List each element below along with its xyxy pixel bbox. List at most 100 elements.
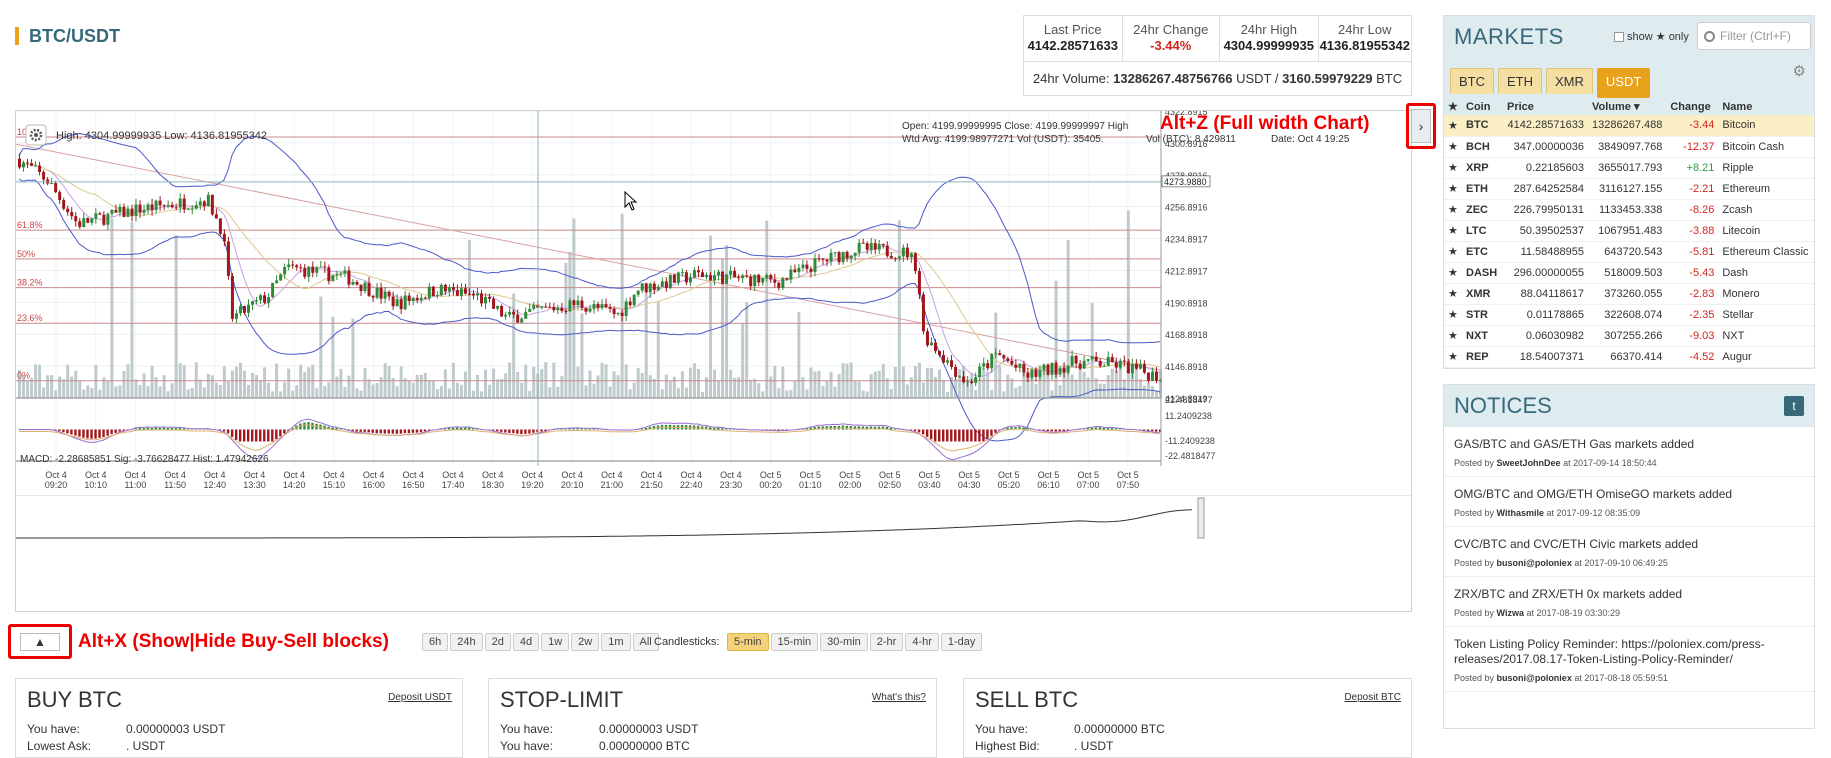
market-row[interactable]: ★ XRP 0.22185603 3655017.793 +8.21 Ripple — [1444, 157, 1814, 179]
star-icon[interactable]: ★ — [1444, 325, 1462, 347]
star-icon[interactable]: ★ — [1444, 283, 1462, 305]
toggle-buy-sell-button[interactable]: ▲ — [8, 624, 72, 659]
notice-author[interactable]: busoni@poloniex — [1496, 558, 1572, 568]
macd-histogram-bar — [1154, 429, 1158, 432]
sell-you-have-value[interactable]: 0.00000000 BTC — [1074, 722, 1165, 736]
notice-text[interactable]: OMG/BTC and OMG/ETH OmiseGO markets adde… — [1454, 487, 1733, 501]
range-1w[interactable]: 1w — [541, 633, 570, 651]
candle — [1046, 363, 1050, 376]
tab-usdt[interactable]: USDT — [1596, 68, 1651, 98]
buy-you-have-value[interactable]: 0.00000003 USDT — [126, 722, 226, 736]
star-icon[interactable]: ★ — [1444, 157, 1462, 179]
star-col-header[interactable]: ★ — [1444, 98, 1462, 115]
macd-histogram-bar — [705, 426, 708, 430]
full-width-chart-button[interactable]: › — [1406, 103, 1436, 149]
volume-bar — [166, 391, 170, 398]
market-row[interactable]: ★ BTC 4142.28571633 13286267.488 -3.44 Bitcoi… — [1444, 115, 1814, 137]
deposit-btc-link[interactable]: Deposit BTC — [1344, 692, 1401, 703]
tab-eth[interactable]: ETH — [1498, 68, 1542, 94]
candle-15min[interactable]: 15-min — [770, 633, 819, 651]
market-row[interactable]: ★ XMR 88.04118617 373260.055 -2.83 Monero — [1444, 283, 1814, 305]
candle-1day[interactable]: 1-day — [940, 633, 983, 651]
deposit-usdt-link[interactable]: Deposit USDT — [388, 692, 452, 703]
volume-bar — [62, 379, 66, 398]
notice-text[interactable]: CVC/BTC and CVC/ETH Civic markets added — [1454, 537, 1699, 551]
tab-xmr[interactable]: XMR — [1546, 68, 1593, 94]
market-row[interactable]: ★ STR 0.01178865 322608.074 -2.35 Stellar — [1444, 304, 1814, 326]
market-row[interactable]: ★ ETH 287.64252584 3116127.155 -2.21 Ethereum — [1444, 178, 1814, 200]
macd-histogram-bar — [247, 429, 250, 442]
candle — [765, 273, 769, 282]
filter-input[interactable]: Filter (Ctrl+F) — [1697, 22, 1811, 50]
time-tick-hour: 22:40 — [680, 480, 703, 490]
highest-bid-value[interactable]: . USDT — [1074, 739, 1114, 753]
stop-you-have-value[interactable]: 0.00000003 USDT — [599, 722, 699, 736]
chart-settings-icon[interactable] — [25, 124, 47, 146]
star-icon[interactable]: ★ — [1444, 199, 1462, 221]
lowest-ask-value[interactable]: . USDT — [126, 739, 166, 753]
lowest-ask-label: Lowest Ask: — [27, 739, 92, 753]
notice-text[interactable]: Token Listing Policy Reminder: https://p… — [1454, 637, 1765, 666]
candle — [946, 357, 950, 366]
market-row[interactable]: ★ DASH 296.00000055 518009.503 -5.43 Dash — [1444, 262, 1814, 284]
candle — [198, 197, 202, 210]
range-all[interactable]: All — [632, 633, 659, 651]
col-coin[interactable]: Coin — [1462, 98, 1503, 115]
macd-histogram-bar — [291, 428, 294, 430]
range-6h[interactable]: 6h — [422, 633, 449, 651]
range-2w[interactable]: 2w — [571, 633, 600, 651]
chart-canvas[interactable]: 100%61.8%50%38.2%23.6%0% 4322.89154300.8… — [15, 107, 1411, 611]
market-row[interactable]: ★ ZEC 226.79950131 1133453.338 -8.26 Zcash — [1444, 199, 1814, 221]
candle-4hr[interactable]: 4-hr — [905, 633, 939, 651]
market-row[interactable]: ★ REP 18.54007371 66370.414 -4.52 Augur — [1444, 346, 1814, 368]
candle — [451, 282, 455, 296]
col-name[interactable]: Name — [1718, 98, 1814, 115]
col-price[interactable]: Price — [1503, 98, 1588, 115]
coin-change: -5.81 — [1666, 241, 1719, 263]
volume-bar — [496, 379, 500, 398]
coin-name: Bitcoin — [1718, 115, 1814, 137]
candle-30min[interactable]: 30-min — [820, 633, 868, 651]
notice-text[interactable]: GAS/BTC and GAS/ETH Gas markets added — [1454, 437, 1695, 451]
checkbox[interactable] — [1614, 31, 1624, 42]
star-icon[interactable]: ★ — [1444, 346, 1462, 368]
navigator-handle[interactable] — [1197, 497, 1205, 539]
star-icon[interactable]: ★ — [1444, 220, 1462, 242]
star-icon[interactable]: ★ — [1444, 262, 1462, 284]
notice-text[interactable]: ZRX/BTC and ZRX/ETH 0x markets added — [1454, 587, 1683, 601]
volume-bar — [488, 384, 492, 398]
market-row[interactable]: ★ ETC 11.58488955 643720.543 -5.81 Ethereum C… — [1444, 241, 1814, 263]
price-chart[interactable]: 100%61.8%50%38.2%23.6%0% 4322.89154300.8… — [15, 107, 1412, 612]
gear-icon[interactable]: ⚙ — [1792, 63, 1806, 80]
market-row[interactable]: ★ BCH 347.00000036 3849097.768 -12.37 Bitcoin… — [1444, 136, 1814, 158]
range-1m[interactable]: 1m — [601, 633, 631, 651]
macd-histogram-bar — [459, 427, 463, 430]
candle — [841, 251, 845, 265]
notice-meta: Posted by Withasmile at 2017-09-12 08:35… — [1454, 508, 1804, 518]
candle-2hr[interactable]: 2-hr — [869, 633, 904, 651]
candle-5min[interactable]: 5-min — [727, 633, 769, 651]
col-change[interactable]: Change — [1666, 98, 1719, 115]
whats-this-link[interactable]: What's this? — [871, 692, 926, 703]
notice-author[interactable]: busoni@poloniex — [1496, 673, 1572, 683]
star-icon[interactable]: ★ — [1444, 115, 1462, 137]
stop-you-have2-value[interactable]: 0.00000000 BTC — [599, 739, 690, 753]
market-row[interactable]: ★ NXT 0.06030982 307255.266 -9.03 NXT — [1444, 325, 1814, 347]
range-24h[interactable]: 24h — [450, 633, 483, 651]
candle — [455, 284, 459, 296]
show-starred-toggle[interactable]: show ★ only — [1614, 30, 1689, 43]
range-2d[interactable]: 2d — [484, 633, 511, 651]
notice-author[interactable]: Wizwa — [1496, 608, 1524, 618]
star-icon[interactable]: ★ — [1444, 304, 1462, 326]
market-row[interactable]: ★ LTC 50.39502537 1067951.483 -3.88 Litecoin — [1444, 220, 1814, 242]
notice-author[interactable]: Withasmile — [1496, 508, 1544, 518]
notice-author[interactable]: SweetJohnDee — [1496, 458, 1561, 468]
col-volume[interactable]: Volume ▾ — [1588, 98, 1667, 115]
tab-btc[interactable]: BTC — [1450, 68, 1494, 94]
twitter-icon[interactable]: t — [1784, 396, 1804, 416]
star-icon[interactable]: ★ — [1444, 136, 1462, 158]
star-icon[interactable]: ★ — [1444, 178, 1462, 200]
macd-histogram-bar — [1026, 428, 1029, 430]
range-4d[interactable]: 4d — [512, 633, 540, 651]
star-icon[interactable]: ★ — [1444, 241, 1462, 263]
